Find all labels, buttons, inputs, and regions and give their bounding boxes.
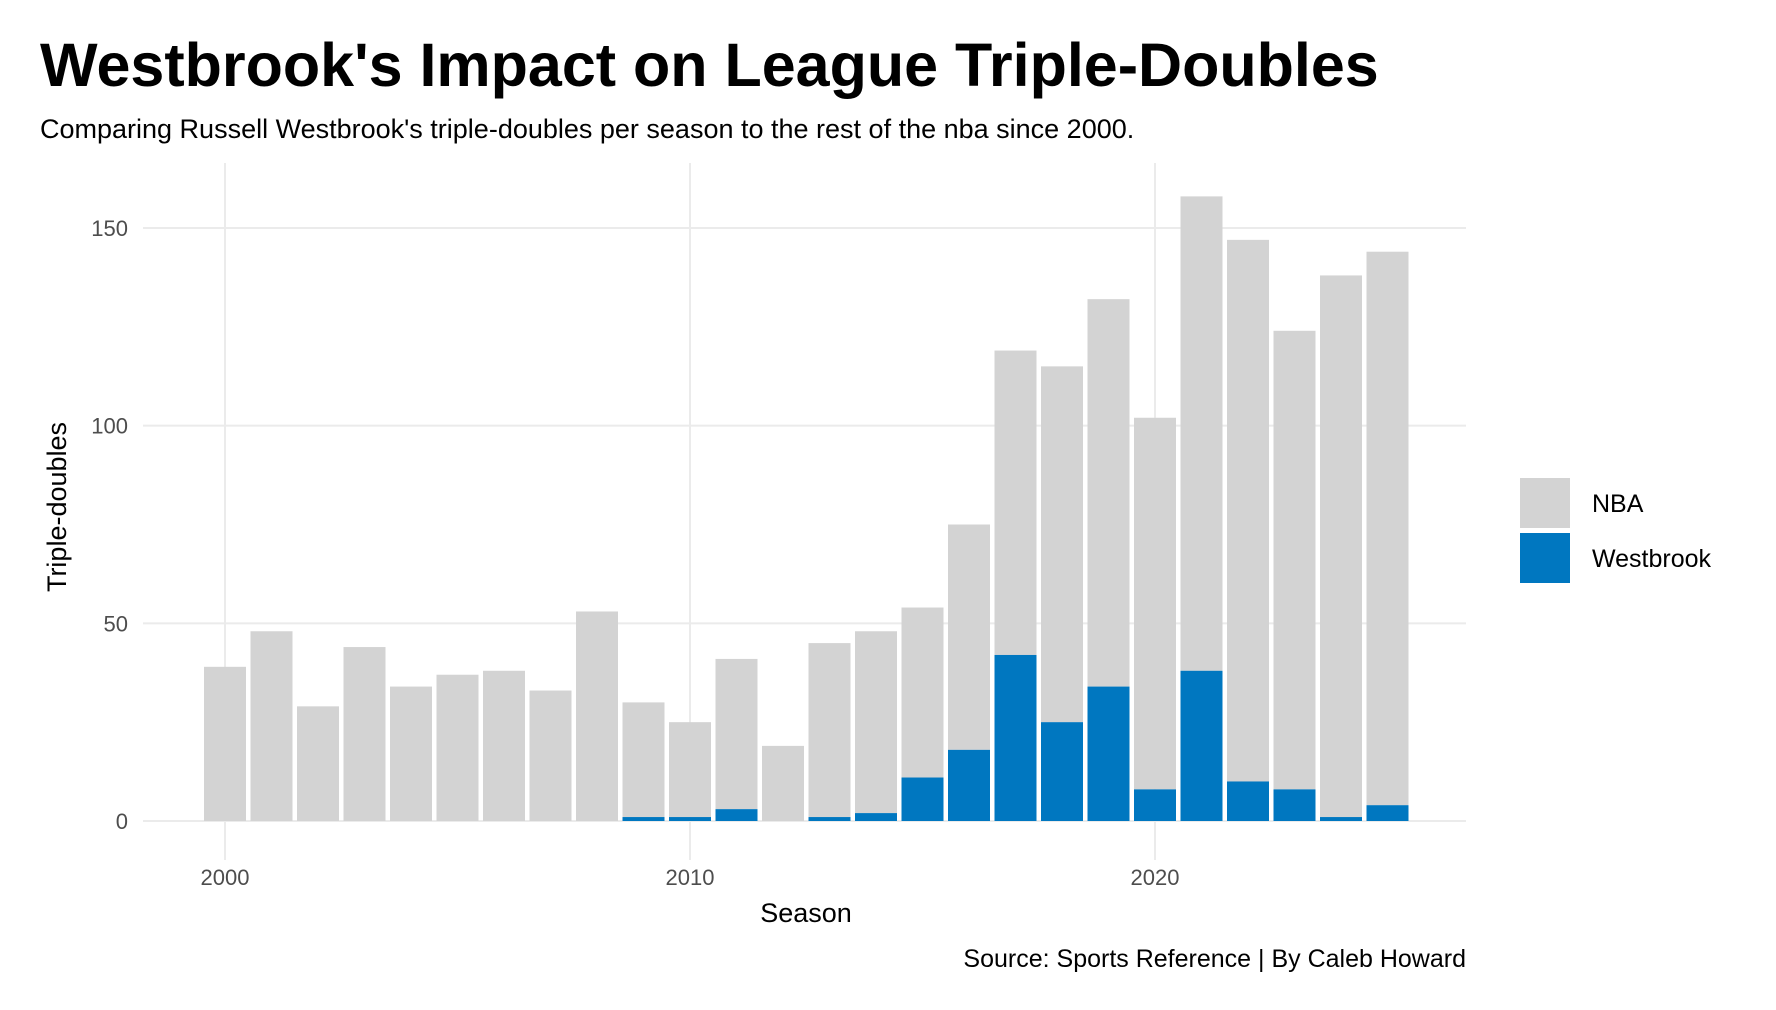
bar-nba (483, 670, 525, 821)
bar-westbrook (1041, 722, 1083, 821)
bar-nba (715, 658, 758, 810)
bar-nba (622, 702, 665, 818)
y-tick-label: 100 (91, 414, 128, 439)
legend-label-westbrook: Westbrook (1592, 545, 1712, 573)
y-tick-label: 50 (104, 611, 128, 636)
bar-nba (436, 674, 479, 821)
bar-nba (1320, 275, 1362, 818)
bar-westbrook (1366, 805, 1409, 821)
bar-nba (390, 686, 432, 821)
bar-nba (343, 647, 386, 821)
bar-nba (204, 666, 246, 821)
bar-westbrook (669, 817, 711, 821)
bar-nba (948, 524, 990, 750)
bar-westbrook (948, 749, 990, 821)
bar-nba (250, 631, 293, 821)
legend-key-westbrook (1520, 533, 1570, 583)
bar-nba (808, 643, 851, 818)
bar-nba (1227, 239, 1269, 782)
chart-subtitle: Comparing Russell Westbrook's triple-dou… (40, 114, 1134, 144)
bar-nba (1180, 196, 1223, 671)
bar-westbrook (808, 817, 851, 821)
plot-panel (143, 163, 1466, 860)
x-tick-label: 2010 (666, 865, 715, 890)
bar-nba (1134, 417, 1176, 790)
bar-westbrook (1227, 781, 1269, 821)
bar-westbrook (1273, 789, 1316, 821)
bar-westbrook (901, 777, 944, 821)
bar-westbrook (1180, 670, 1223, 821)
bar-nba (297, 706, 339, 821)
legend-key-nba (1520, 478, 1570, 528)
x-axis-ticks: 2000 2010 2020 (201, 865, 1180, 890)
chart-title: Westbrook's Impact on League Triple-Doub… (40, 31, 1379, 99)
bar-westbrook (1134, 789, 1176, 821)
bar-nba (669, 722, 711, 818)
y-axis-ticks: 0 50 100 150 (91, 216, 128, 834)
bar-westbrook (1087, 686, 1130, 821)
bar-nba (1087, 299, 1130, 687)
bar-nba (901, 607, 944, 778)
legend-label-nba: NBA (1592, 490, 1644, 518)
caption: Source: Sports Reference | By Caleb Howa… (963, 945, 1466, 973)
bars (204, 196, 1409, 821)
bar-westbrook (1320, 817, 1362, 821)
legend: NBA Westbrook (1520, 478, 1712, 583)
bar-nba (576, 611, 618, 821)
y-tick-label: 0 (116, 809, 128, 834)
y-axis-title: Triple-doubles (42, 422, 72, 592)
bar-nba (855, 631, 897, 814)
bar-nba (529, 690, 572, 821)
bar-nba (762, 745, 804, 821)
bar-nba (1041, 366, 1083, 723)
bar-westbrook (622, 817, 665, 821)
x-tick-label: 2020 (1131, 865, 1180, 890)
x-axis-title: Season (760, 898, 852, 928)
bar-nba (1366, 251, 1409, 806)
bar-westbrook (855, 813, 897, 821)
bar-nba (994, 350, 1037, 655)
y-tick-label: 150 (91, 216, 128, 241)
x-tick-label: 2000 (201, 865, 250, 890)
bar-westbrook (715, 809, 758, 821)
bar-westbrook (994, 654, 1037, 821)
bar-nba (1273, 330, 1316, 790)
